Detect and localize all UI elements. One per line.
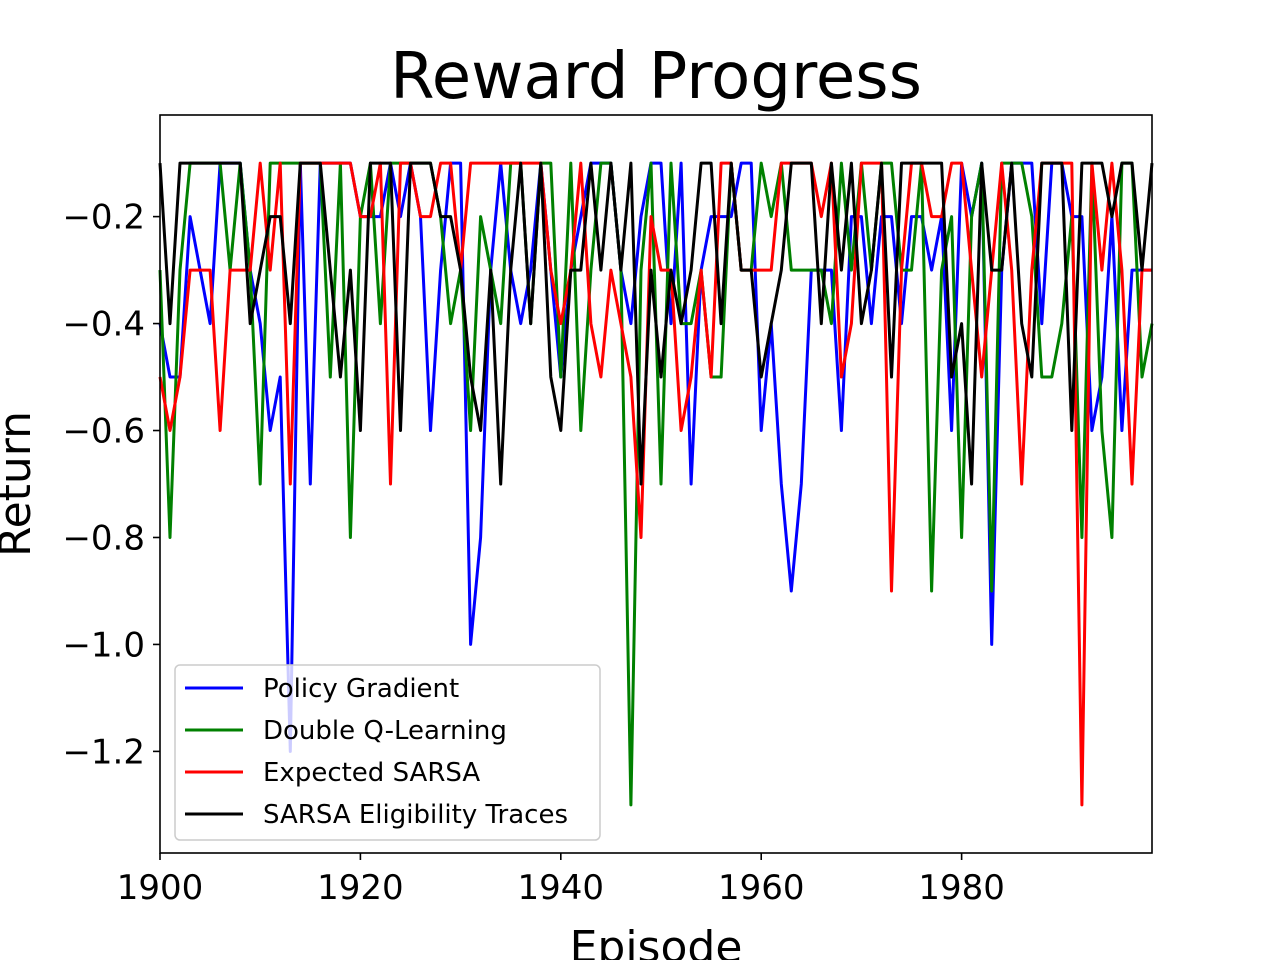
chart-title: Reward Progress xyxy=(390,40,922,114)
y-tick-label: −0.8 xyxy=(62,518,145,558)
y-tick-label: −0.4 xyxy=(62,305,145,345)
x-tick-label: 1900 xyxy=(117,868,204,908)
series-line-2 xyxy=(158,161,1152,807)
x-tick-label: 1920 xyxy=(317,868,404,908)
legend: Policy Gradient Double Q-Learning Expected… xyxy=(174,664,601,841)
x-tick-label: 1980 xyxy=(918,868,1005,908)
legend-label-3: SARSA Eligibility Traces xyxy=(263,800,568,830)
x-tick-label: 1960 xyxy=(718,868,805,908)
legend-box xyxy=(174,664,601,841)
y-tick-label: −1.0 xyxy=(62,625,145,665)
x-tick-label: 1940 xyxy=(518,868,605,908)
legend-label-0: Policy Gradient xyxy=(263,674,459,704)
y-tick-label: −0.6 xyxy=(62,412,145,452)
x-axis: 1900 1920 1940 1960 1980 xyxy=(117,853,1005,908)
series-line-3 xyxy=(158,161,1154,486)
y-tick-label: −1.2 xyxy=(62,732,145,772)
legend-label-2: Expected SARSA xyxy=(263,758,480,788)
x-axis-label: Episode xyxy=(570,922,743,960)
y-tick-label: −0.2 xyxy=(62,198,145,238)
y-axis-label: Return xyxy=(0,411,41,557)
plot-frame xyxy=(159,114,1153,854)
series-layer xyxy=(158,161,1154,807)
legend-label-1: Double Q-Learning xyxy=(263,716,507,746)
y-axis: −1.2 −1.0 −0.8 −0.6 −0.4 −0.2 xyxy=(62,198,160,772)
